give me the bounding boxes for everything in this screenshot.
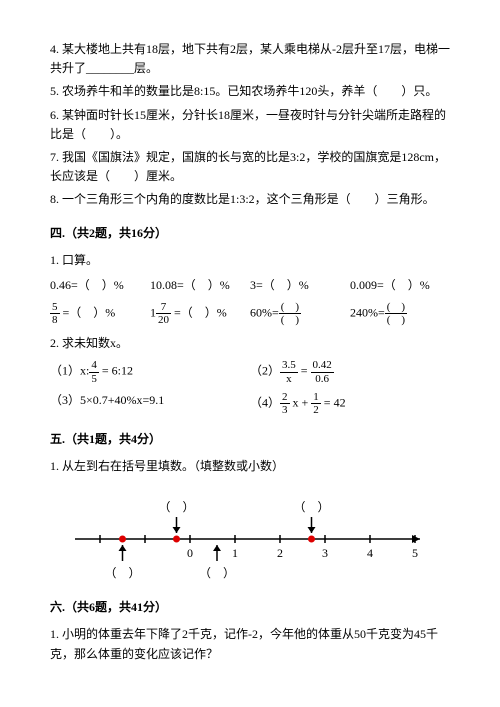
svg-text:（ ）: （ ） bbox=[158, 500, 194, 514]
svg-text:1: 1 bbox=[232, 546, 238, 560]
svg-text:0: 0 bbox=[187, 546, 193, 560]
section-6-title: 六.（共6题，共41分） bbox=[50, 598, 450, 617]
calc-1-4: 0.009=（ ）% bbox=[350, 276, 450, 295]
question-5: 5. 农场养牛和羊的数量比是8:15。已知农场养牛120头，养羊（ ）只。 bbox=[50, 82, 450, 101]
calc-2-3: 60%=( )( ) bbox=[250, 301, 350, 326]
question-8: 8. 一个三角形三个内角的度数比是1:3:2，这个三角形是（ ）三角形。 bbox=[50, 190, 450, 209]
svg-text:5: 5 bbox=[412, 546, 418, 560]
eq-2: （2）3.5x = 0.420.6 bbox=[250, 359, 450, 384]
svg-text:（ ）: （ ） bbox=[104, 566, 140, 580]
number-line-figure: 0123456（ ）（ ）（ ）（ ） bbox=[70, 484, 430, 584]
eq-4: （4）23 x + 12 = 42 bbox=[250, 391, 450, 416]
calc-1-1: 0.46=（ ）% bbox=[50, 276, 150, 295]
calc-row-1: 0.46=（ ）% 10.08=（ ）% 3=（ ）% 0.009=（ ）% bbox=[50, 276, 450, 295]
question-4: 4. 某大楼地上共有18层，地下共有2层，某人乘电梯从-2层升至17层，电梯一共… bbox=[50, 40, 450, 78]
section-4-q1: 1. 口算。 bbox=[50, 251, 450, 270]
calc-2-1: 58 =（ ）% bbox=[50, 301, 150, 326]
section-5-q1: 1. 从左到右在括号里填数。（填整数或小数） bbox=[50, 457, 450, 476]
section-4-title: 四.（共2题，共16分） bbox=[50, 224, 450, 243]
question-7: 7. 我国《国旗法》规定，国旗的长与宽的比是3:2，学校的国旗宽是128cm，长… bbox=[50, 148, 450, 186]
eq-3: （3）5×0.7+40%x=9.1 bbox=[50, 391, 250, 416]
section-5-title: 五.（共1题，共4分） bbox=[50, 430, 450, 449]
calc-2-2: 1720 =（ ）% bbox=[150, 301, 250, 326]
calc-2-4: 240%=( )( ) bbox=[350, 301, 450, 326]
question-6: 6. 某钟面时针长15厘米，分针长18厘米，一昼夜时针与分针尖端所走路程的比是（… bbox=[50, 106, 450, 144]
eq-row-1: （1）x:45 = 6:12 （2）3.5x = 0.420.6 bbox=[50, 359, 450, 384]
eq-1: （1）x:45 = 6:12 bbox=[50, 359, 250, 384]
svg-text:2: 2 bbox=[277, 546, 283, 560]
frac-5-8: 58 bbox=[50, 301, 60, 326]
section-6-q1: 1. 小明的体重去年下降了2千克，记作-2，今年他的体重从50千克变为45千克，… bbox=[50, 625, 450, 663]
svg-text:（ ）: （ ） bbox=[199, 566, 235, 580]
calc-1-2: 10.08=（ ）% bbox=[150, 276, 250, 295]
svg-text:（ ）: （ ） bbox=[293, 500, 329, 514]
calc-row-2: 58 =（ ）% 1720 =（ ）% 60%=( )( ) 240%=( )(… bbox=[50, 301, 450, 326]
frac-blank-1: ( )( ) bbox=[279, 301, 301, 326]
svg-text:4: 4 bbox=[367, 546, 373, 560]
section-4-q2: 2. 求未知数x。 bbox=[50, 334, 450, 353]
calc-1-3: 3=（ ）% bbox=[250, 276, 350, 295]
frac-blank-2: ( )( ) bbox=[385, 301, 407, 326]
svg-text:3: 3 bbox=[322, 546, 328, 560]
eq-row-2: （3）5×0.7+40%x=9.1 （4）23 x + 12 = 42 bbox=[50, 391, 450, 416]
frac-7-20: 720 bbox=[156, 301, 171, 326]
